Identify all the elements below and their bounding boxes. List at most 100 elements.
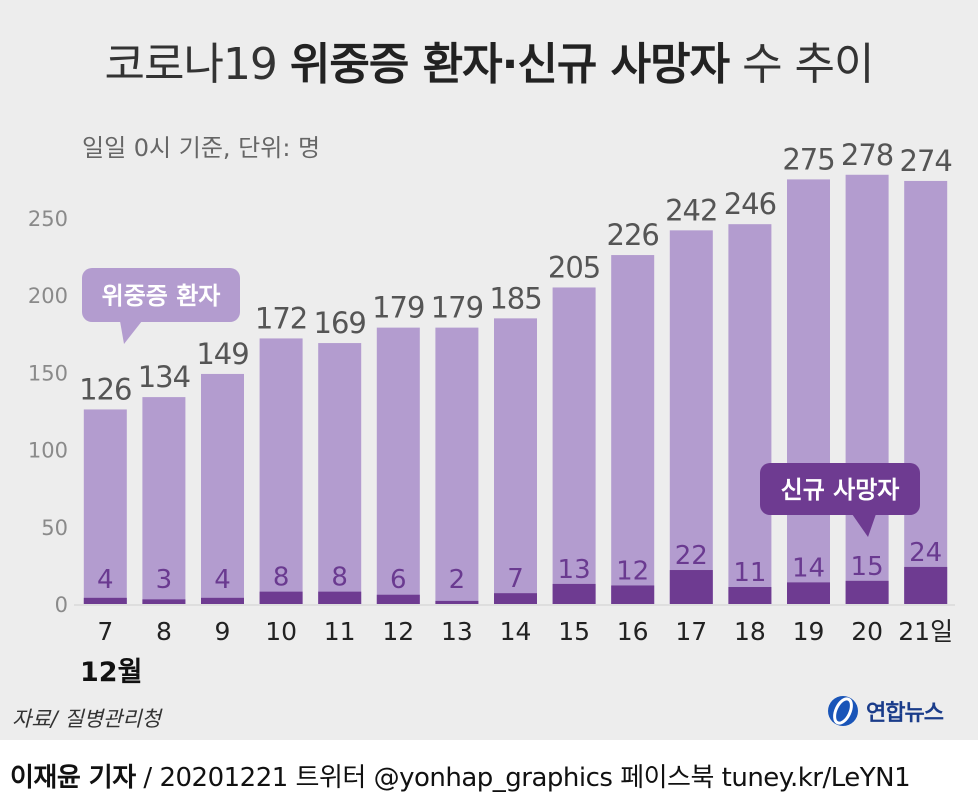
logo-text: 연합뉴스 xyxy=(866,701,944,726)
bar-deaths xyxy=(376,594,420,604)
bar-critical xyxy=(318,343,362,604)
title-part3: 수 추이 xyxy=(729,39,874,90)
bar-deaths xyxy=(787,582,830,604)
value-label-deaths: 7 xyxy=(507,564,524,594)
bar-critical xyxy=(259,338,303,604)
source-note: 자료/ 질병관리청 xyxy=(12,707,161,731)
y-tick-label: 250 xyxy=(28,207,68,231)
value-label-deaths: 11 xyxy=(733,558,766,588)
bar-critical xyxy=(904,180,948,604)
credit-line: 이재윤 기자 / 20201221 트위터 @yonhap_graphics 페… xyxy=(10,757,911,794)
value-label-critical: 278 xyxy=(841,138,893,172)
bar-deaths xyxy=(259,591,303,604)
reporter-name: 이재윤 기자 xyxy=(10,763,136,793)
value-label-deaths: 6 xyxy=(390,565,407,595)
value-label-deaths: 4 xyxy=(214,565,231,595)
bar-deaths xyxy=(728,587,772,604)
bar-critical xyxy=(845,174,889,604)
x-tick-label: 8 xyxy=(156,617,172,646)
x-tick-label: 18 xyxy=(734,617,766,646)
month-label: 12월 xyxy=(80,657,143,688)
value-label-critical: 185 xyxy=(489,281,541,315)
credit-rest: / 20201221 트위터 @yonhap_graphics 페이스북 tun… xyxy=(135,763,911,793)
bar-critical xyxy=(201,373,244,604)
bar-deaths xyxy=(201,597,244,604)
y-tick-label: 50 xyxy=(41,516,68,540)
x-tick-label: 19 xyxy=(793,617,825,646)
x-tick-label: 17 xyxy=(675,617,707,646)
bar-deaths xyxy=(494,593,537,604)
value-label-critical: 275 xyxy=(782,142,834,176)
bar-critical xyxy=(376,327,420,604)
chart-title: 코로나19 위중증 환자·신규 사망자 수 추이 xyxy=(0,28,978,92)
value-label-deaths: 4 xyxy=(97,565,114,595)
value-label-deaths: 12 xyxy=(616,556,649,586)
value-label-critical: 246 xyxy=(724,187,776,221)
value-label-critical: 172 xyxy=(255,301,307,335)
x-tick-label: 16 xyxy=(617,617,649,646)
value-label-critical: 274 xyxy=(900,144,952,178)
title-part2: 위중증 환자·신규 사망자 xyxy=(289,39,730,90)
value-label-deaths: 3 xyxy=(156,565,173,595)
bar-critical xyxy=(142,397,186,604)
bar-critical xyxy=(611,255,655,604)
x-tick-label: 11 xyxy=(324,617,356,646)
legend-callout-deaths-pointer xyxy=(852,514,876,537)
bar-critical xyxy=(787,179,830,604)
bar-critical xyxy=(83,409,127,604)
x-tick-label: 10 xyxy=(265,617,297,646)
bar-deaths xyxy=(904,566,948,604)
y-tick-label: 0 xyxy=(55,593,68,617)
value-label-critical: 205 xyxy=(548,250,600,284)
bar-deaths xyxy=(611,585,655,604)
bar-deaths xyxy=(83,597,127,604)
x-tick-label: 7 xyxy=(97,617,113,646)
bar-deaths xyxy=(435,600,479,604)
bar-deaths xyxy=(669,570,713,604)
legend-callout-deaths xyxy=(760,463,920,515)
value-label-deaths: 24 xyxy=(909,538,942,568)
value-label-deaths: 8 xyxy=(331,563,348,593)
yonhap-logo-icon xyxy=(828,696,858,726)
value-label-deaths: 22 xyxy=(675,541,708,571)
value-label-critical: 179 xyxy=(372,291,424,325)
value-label-critical: 134 xyxy=(138,360,190,394)
bar-critical xyxy=(728,224,772,604)
value-label-deaths: 15 xyxy=(851,552,884,582)
bar-deaths xyxy=(845,580,889,604)
yonhap-logo: 연합뉴스 xyxy=(826,694,944,728)
y-tick-label: 150 xyxy=(28,361,68,385)
value-label-deaths: 13 xyxy=(558,555,591,585)
x-tick-label: 15 xyxy=(558,617,590,646)
value-label-critical: 126 xyxy=(79,372,131,406)
value-label-critical: 242 xyxy=(665,193,717,227)
x-tick-label: 14 xyxy=(500,617,532,646)
legend-callout-critical-pointer xyxy=(120,321,142,344)
value-label-deaths: 14 xyxy=(792,553,825,583)
bar-critical xyxy=(435,327,479,604)
bar-deaths xyxy=(318,591,362,604)
x-tick-label: 21일 xyxy=(898,617,953,646)
bar-critical xyxy=(494,318,537,604)
value-label-critical: 169 xyxy=(314,306,366,340)
x-tick-label: 9 xyxy=(215,617,231,646)
bar-deaths xyxy=(142,599,186,604)
value-label-critical: 226 xyxy=(607,218,659,252)
legend-label-deaths: 신규 사망자 xyxy=(781,476,900,504)
title-part1: 코로나19 xyxy=(104,39,290,90)
bar-deaths xyxy=(552,583,596,604)
value-label-critical: 179 xyxy=(431,291,483,325)
y-tick-label: 100 xyxy=(28,439,68,463)
bar-chart: 0501001502002501264713438149491728101698… xyxy=(28,138,955,646)
y-tick-label: 200 xyxy=(28,284,68,308)
legend-callout-critical xyxy=(82,268,240,322)
x-tick-label: 20 xyxy=(851,617,883,646)
value-label-critical: 149 xyxy=(196,337,248,371)
chart-subtitle: 일일 0시 기준, 단위: 명 xyxy=(82,134,321,162)
value-label-deaths: 2 xyxy=(449,565,466,595)
bar-critical xyxy=(552,287,596,604)
value-label-deaths: 8 xyxy=(273,563,290,593)
x-tick-label: 12 xyxy=(382,617,414,646)
legend-label-critical: 위중증 환자 xyxy=(102,282,221,310)
bar-critical xyxy=(669,230,713,605)
